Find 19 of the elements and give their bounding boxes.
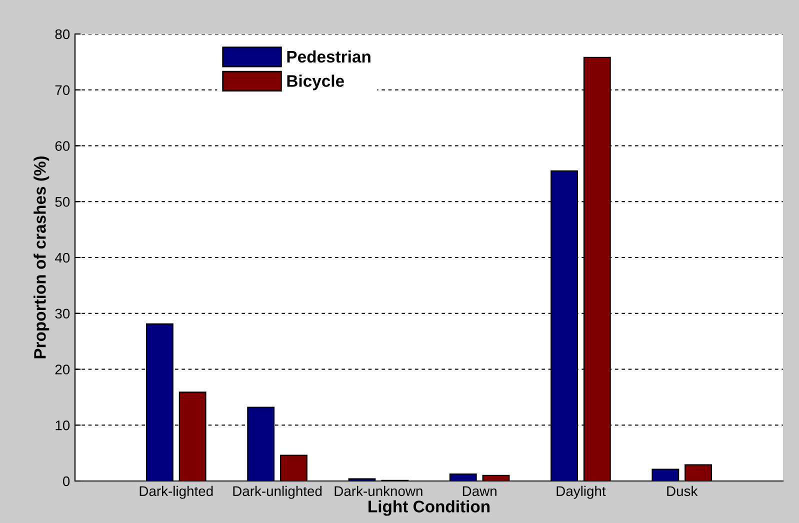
y-tick-label: 30	[55, 308, 70, 319]
y-tick-label: 60	[55, 141, 70, 151]
x-tick-label: Dark-unknown	[334, 486, 422, 496]
x-tick-label: Dusk	[667, 486, 698, 496]
legend-label: Pedestrian	[287, 50, 370, 63]
y-tick-label: 80	[55, 29, 70, 40]
y-tick-label: 10	[56, 420, 70, 430]
y-axis-title: Proportion of crashes (%)	[34, 156, 50, 358]
x-axis-title: Light Condition	[368, 500, 490, 516]
y-tick-label: 40	[55, 252, 70, 263]
y-tick-label: 0	[62, 476, 70, 486]
y-tick-label: 20	[55, 364, 70, 374]
y-tick-label: 70	[55, 85, 70, 96]
x-tick-label: Dark-lighted	[140, 486, 213, 499]
legend-label: Bicycle	[287, 74, 344, 90]
x-tick-label: Dawn	[462, 486, 496, 496]
x-tick-label: Dark-unlighted	[233, 486, 322, 499]
y-tick-label: 50	[55, 196, 70, 207]
x-tick-label: Daylight	[556, 486, 606, 499]
